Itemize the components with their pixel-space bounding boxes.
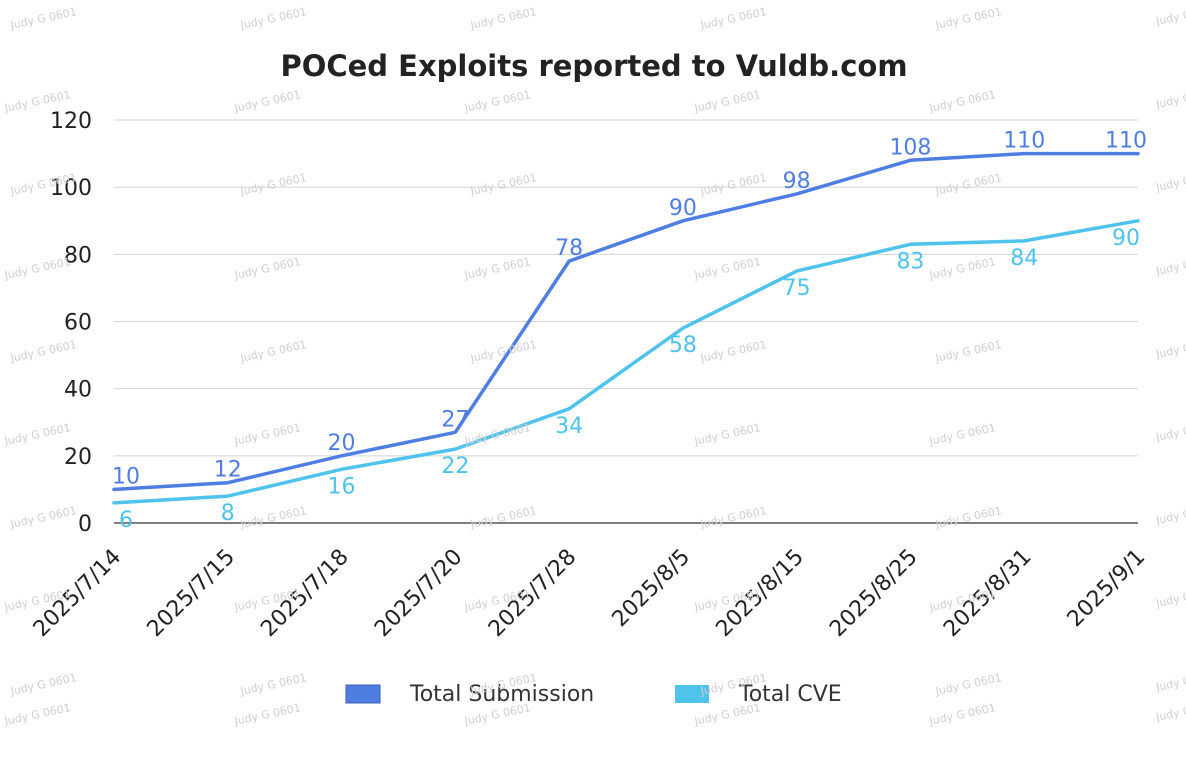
x-tick-label: 2025/7/15 bbox=[143, 545, 240, 642]
data-label: 16 bbox=[328, 474, 356, 499]
data-label: 78 bbox=[555, 236, 583, 261]
data-label: 90 bbox=[1112, 226, 1140, 251]
data-label: 108 bbox=[889, 135, 931, 160]
x-tick-label: 2025/9/1 bbox=[1063, 545, 1151, 633]
gridlines bbox=[114, 119, 1138, 524]
y-tick-label: 40 bbox=[64, 378, 92, 403]
x-tick-label: 2025/7/20 bbox=[370, 545, 467, 642]
data-label: 34 bbox=[555, 414, 583, 439]
data-label: 20 bbox=[328, 431, 356, 456]
legend: Total Submission Total CVE bbox=[345, 682, 842, 707]
y-tick-label: 60 bbox=[64, 311, 92, 336]
data-label: 8 bbox=[221, 501, 235, 526]
legend-swatch bbox=[345, 684, 381, 704]
series-line-2 bbox=[112, 219, 1140, 505]
y-tick-label: 120 bbox=[50, 109, 92, 134]
x-tick-label: 2025/8/5 bbox=[608, 545, 696, 633]
y-tick-label: 20 bbox=[64, 445, 92, 470]
y-axis: 0 20 40 60 80 100 120 bbox=[50, 109, 92, 537]
data-label: 90 bbox=[669, 196, 697, 221]
chart-title: POCed Exploits reported to Vuldb.com bbox=[280, 49, 907, 83]
legend-label: Total CVE bbox=[738, 682, 842, 707]
data-label: 84 bbox=[1010, 246, 1038, 271]
data-label: 27 bbox=[441, 407, 469, 432]
x-tick-label: 2025/8/25 bbox=[825, 545, 922, 642]
y-tick-label: 100 bbox=[50, 176, 92, 201]
series-lines bbox=[112, 151, 1140, 505]
data-label: 110 bbox=[1003, 129, 1045, 154]
data-label: 98 bbox=[783, 169, 811, 194]
series-line-1 bbox=[112, 151, 1140, 492]
legend-label: Total Submission bbox=[409, 682, 594, 707]
y-tick-label: 0 bbox=[78, 512, 92, 537]
legend-swatch bbox=[675, 685, 709, 703]
data-label: 6 bbox=[119, 508, 133, 533]
data-label: 12 bbox=[214, 458, 242, 483]
data-label: 10 bbox=[112, 464, 140, 489]
data-label: 110 bbox=[1105, 129, 1147, 154]
data-label: 58 bbox=[669, 333, 697, 358]
y-tick-label: 80 bbox=[64, 243, 92, 268]
data-label: 83 bbox=[896, 249, 924, 274]
data-label: 75 bbox=[783, 276, 811, 301]
data-labels: 10 12 20 27 78 90 98 108 110 110 6 8 16 22 34 58 75 83 84 9… bbox=[112, 129, 1147, 533]
data-label: 22 bbox=[441, 454, 469, 479]
